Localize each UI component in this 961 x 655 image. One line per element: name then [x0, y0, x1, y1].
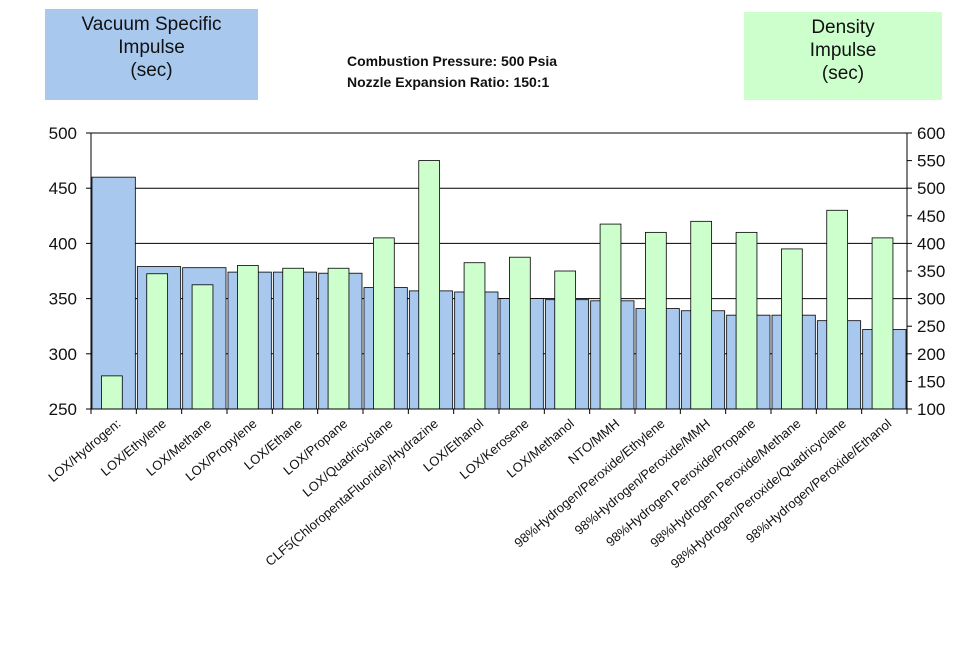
bar-density-impulse-16 — [826, 209, 849, 410]
legend-density-impulse: Density Impulse (sec) — [744, 12, 942, 100]
legend-left-line-3: (sec) — [130, 60, 173, 81]
bar-density-impulse-3 — [237, 265, 259, 410]
legend-vacuum-specific-impulse: Vacuum Specific Impulse (sec) — [45, 9, 258, 100]
y-right-tick-label-100: 100 — [917, 400, 945, 419]
y-left-tick-label-350: 350 — [49, 290, 77, 309]
bar-density-impulse-17 — [871, 237, 894, 410]
y-right-tick-label-350: 350 — [917, 262, 945, 281]
y-right-tick-label-150: 150 — [917, 372, 945, 391]
y-right-tick-label-200: 200 — [917, 345, 945, 364]
legend-right-line-2: Impulse — [809, 40, 877, 61]
bar-density-impulse-9 — [509, 256, 531, 410]
bar-density-impulse-13 — [690, 220, 713, 410]
bar-density-impulse-8 — [463, 262, 486, 410]
y-right-tick-label-300: 300 — [917, 290, 945, 309]
y-left-tick-label-400: 400 — [49, 234, 77, 253]
bar-density-impulse-12 — [645, 231, 667, 410]
bar-density-impulse-14 — [735, 231, 758, 410]
legend-right-line-3: (sec) — [821, 63, 865, 84]
y-left-tick-label-500: 500 — [49, 124, 77, 143]
y-right-tick-label-600: 600 — [917, 124, 945, 143]
y-right-tick-label-400: 400 — [917, 234, 945, 253]
bar-density-impulse-5 — [327, 267, 350, 410]
y-right-tick-label-550: 550 — [917, 152, 945, 171]
bar-density-impulse-6 — [373, 237, 395, 410]
y-right-tick-label-500: 500 — [917, 179, 945, 198]
bar-density-impulse-15 — [781, 248, 803, 410]
chart-heading: Combustion Pressure: 500 Psia Nozzle Exp… — [347, 51, 647, 93]
bar-density-impulse-10 — [554, 270, 577, 410]
bar-density-impulse-2 — [191, 284, 214, 410]
y-left-tick-label-300: 300 — [49, 345, 77, 364]
bar-density-impulse-11 — [599, 223, 622, 410]
bar-density-impulse-7 — [418, 160, 441, 410]
heading-combustion-pressure: Combustion Pressure: 500 Psia — [347, 53, 558, 69]
bar-vacuum-isp-0 — [91, 176, 136, 410]
y-right-tick-label-450: 450 — [917, 207, 945, 226]
y-left-tick-label-450: 450 — [49, 179, 77, 198]
y-right-tick-label-250: 250 — [917, 317, 945, 336]
legend-right-line-1: Density — [811, 17, 875, 38]
y-left-tick-label-250: 250 — [49, 400, 77, 419]
bar-density-impulse-0 — [101, 375, 123, 410]
bar-density-impulse-4 — [282, 267, 305, 410]
bar-density-impulse-1 — [146, 273, 169, 410]
legend-left-line-2: Impulse — [118, 37, 185, 58]
heading-nozzle-expansion-ratio: Nozzle Expansion Ratio: 150:1 — [347, 74, 550, 90]
legend-left-line-1: Vacuum Specific — [81, 14, 222, 35]
